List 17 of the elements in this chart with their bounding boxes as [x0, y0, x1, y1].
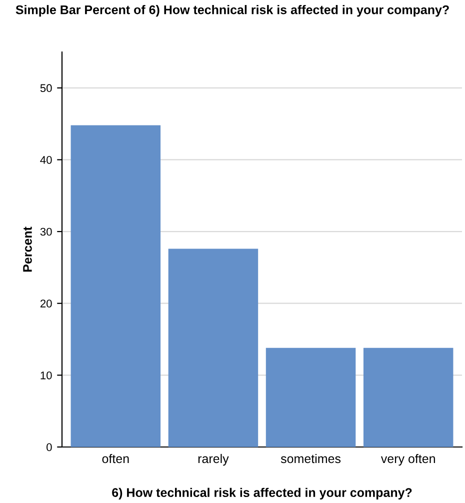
y-tick-label: 20 [40, 300, 52, 308]
x-axis-title: 6) How technical risk is affected in your company? [112, 488, 412, 500]
y-tick-label: 10 [40, 371, 52, 380]
x-tick-label: rarely [198, 454, 229, 466]
bar [168, 248, 258, 447]
y-tick-label: 0 [46, 443, 52, 452]
bar [266, 348, 356, 447]
y-tick-label: 40 [40, 156, 52, 164]
x-tick-label: often [102, 454, 129, 464]
chart-title: Simple Bar Percent of 6) How technical risk is affected in your company? [16, 5, 449, 17]
y-axis-title: Percent [23, 226, 32, 272]
x-tick-label: sometimes [280, 454, 341, 464]
y-tick-label: 30 [40, 228, 52, 236]
y-tick-label: 50 [40, 84, 52, 92]
bar [70, 125, 161, 447]
bar [363, 348, 454, 447]
x-tick-label: very often [380, 454, 435, 466]
